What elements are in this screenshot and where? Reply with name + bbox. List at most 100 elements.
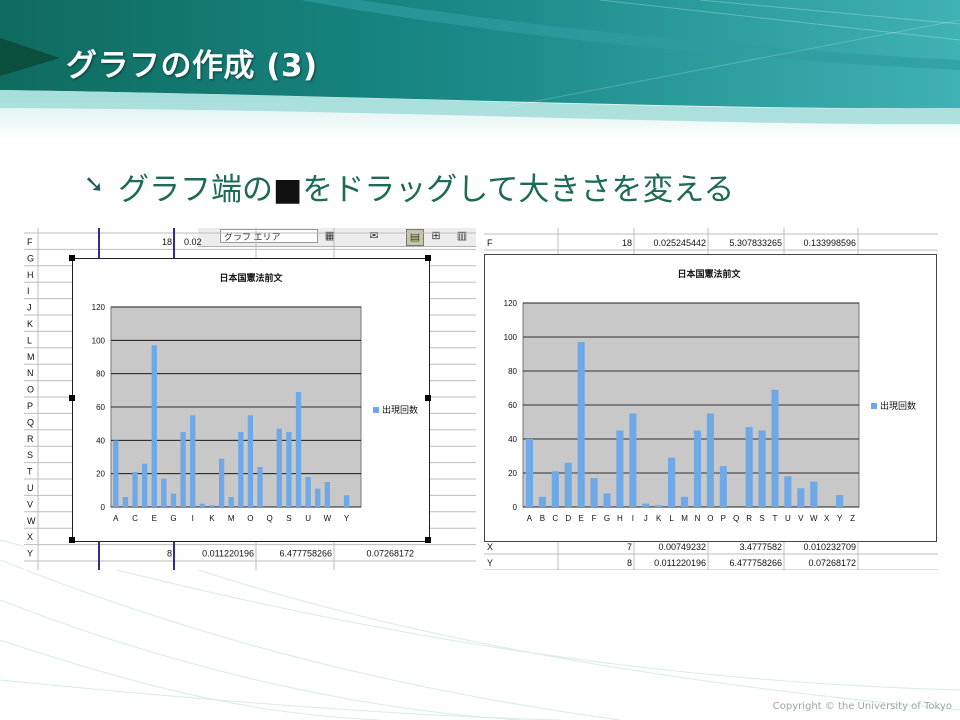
y-tick-label: 20: [508, 469, 517, 478]
bar-g: [170, 493, 177, 507]
y-tick-label: 40: [508, 435, 517, 444]
black-square-glyph: ■: [273, 172, 303, 208]
y-tick-label: 120: [504, 299, 518, 308]
bar-c: [132, 472, 138, 507]
format-icon[interactable]: ▦: [324, 230, 336, 242]
legend-swatch: [871, 403, 877, 409]
x-tick-label: Y: [837, 514, 843, 523]
resize-handle-middle-left[interactable]: [69, 395, 75, 401]
x-tick-label: A: [113, 514, 119, 523]
resize-handle-middle-right[interactable]: [425, 395, 431, 401]
y-tick-label: 80: [508, 367, 517, 376]
data-table-icon[interactable]: ⊞: [431, 230, 441, 242]
x-tick-label: I: [632, 514, 634, 523]
bar-k: [655, 505, 663, 507]
row-header: R: [27, 434, 34, 444]
x-tick-label: O: [247, 514, 253, 523]
left-chart-area[interactable]: 日本国憲法前文 0 20 40 60 80 100 120 A C E G I K M O Q S U W Y 出現回数: [72, 258, 430, 542]
resize-handle-top-left[interactable]: [69, 255, 75, 261]
header-banner: [0, 0, 960, 140]
x-tick-label: E: [578, 514, 583, 523]
bar-f: [161, 478, 167, 507]
cell-value: 0.025245442: [653, 238, 706, 248]
cell-value: 18: [622, 238, 632, 248]
chart-title: 日本国憲法前文: [677, 268, 741, 279]
x-tick-label: S: [286, 514, 291, 523]
cell-value: 6.477758266: [729, 558, 782, 568]
x-tick-label: B: [540, 514, 545, 523]
bar-s: [286, 432, 292, 507]
x-tick-label: A: [527, 514, 533, 523]
bar-y: [343, 495, 350, 507]
row-header: I: [27, 286, 30, 296]
bar-p: [257, 467, 263, 507]
legend-swatch: [373, 407, 379, 413]
cell-value: 0.02: [184, 237, 202, 247]
bullet-text-before: グラフ端の: [118, 172, 273, 208]
cell-value: 18: [162, 237, 172, 247]
legend-label: 出現回数: [382, 404, 418, 415]
bar-o: [247, 415, 254, 507]
x-tick-label: M: [681, 514, 688, 523]
row-header: U: [27, 483, 34, 493]
legend-label: 出現回数: [880, 400, 916, 411]
copyright: Copyright © the University of Tokyo: [772, 701, 952, 712]
resize-handle-bottom-left[interactable]: [69, 537, 75, 543]
bar-h: [616, 430, 624, 507]
resize-handle-top-right[interactable]: [425, 255, 431, 261]
bar-i: [190, 415, 196, 507]
y-tick-label: 0: [101, 503, 106, 512]
x-tick-label: E: [152, 514, 157, 523]
left-bar-chart: 日本国憲法前文 0 20 40 60 80 100 120 A C E G I K M O Q S U W Y 出現回数: [92, 272, 418, 523]
bar-n: [238, 432, 244, 507]
row-header: K: [27, 319, 33, 329]
bar-l: [218, 458, 225, 507]
x-tick-label: L: [669, 514, 674, 523]
right-chart-area[interactable]: 日本国憲法前文 0 20 40 60 80 100 120 A B C D E F G H I J K L M N O P Q R…: [484, 254, 937, 542]
left-screenshot: グラフ エリア ▦ ✉ ▤ ⊞ ▥ F G H I J K L M N O P Q R S T U V W X Y 18…: [24, 228, 476, 570]
bar-m: [680, 496, 689, 507]
bar-l: [668, 457, 676, 507]
bar-s: [758, 430, 766, 507]
bar-e: [577, 342, 585, 507]
y-tick-label: 60: [96, 403, 105, 412]
chart-title: 日本国憲法前文: [219, 272, 283, 283]
bar-j: [642, 503, 650, 507]
bar-b: [538, 496, 546, 507]
x-tick-label: I: [192, 514, 194, 523]
x-tick-label: J: [644, 514, 648, 523]
x-tick-label: R: [746, 514, 752, 523]
row-header: F: [27, 237, 33, 247]
chart-type-icon[interactable]: ✉: [369, 230, 379, 242]
bar-e: [151, 345, 157, 507]
cell-value: 7: [627, 542, 632, 552]
row-header: F: [487, 238, 493, 248]
x-tick-label: U: [305, 514, 311, 523]
row-header: S: [27, 450, 33, 460]
bar-d: [142, 463, 148, 507]
bar-k: [209, 505, 215, 507]
bar-f: [590, 478, 598, 507]
bar-y: [836, 495, 844, 507]
bar-i: [629, 413, 637, 507]
x-tick-label: X: [824, 514, 830, 523]
x-tick-label: Y: [344, 514, 350, 523]
y-tick-label: 0: [513, 503, 518, 512]
y-tick-label: 60: [508, 401, 517, 410]
by-row-icon[interactable]: ▥: [456, 230, 468, 242]
cell-value: 0.07268172: [366, 549, 414, 559]
cell-value: 8: [167, 549, 172, 559]
bar-g: [603, 493, 611, 507]
y-tick-label: 20: [96, 470, 105, 479]
bar-w: [324, 482, 330, 507]
cell-value: 5.307833265: [729, 238, 782, 248]
cell-value: 6.477758266: [279, 549, 332, 559]
y-tick-label: 100: [92, 336, 106, 345]
row-header: W: [27, 516, 36, 526]
x-tick-label: G: [604, 514, 610, 523]
row-header: P: [27, 401, 33, 411]
cell-value: 3.4777582: [739, 542, 782, 552]
bar-r: [745, 427, 753, 507]
resize-handle-bottom-right[interactable]: [425, 537, 431, 543]
x-tick-label: Q: [733, 514, 739, 523]
